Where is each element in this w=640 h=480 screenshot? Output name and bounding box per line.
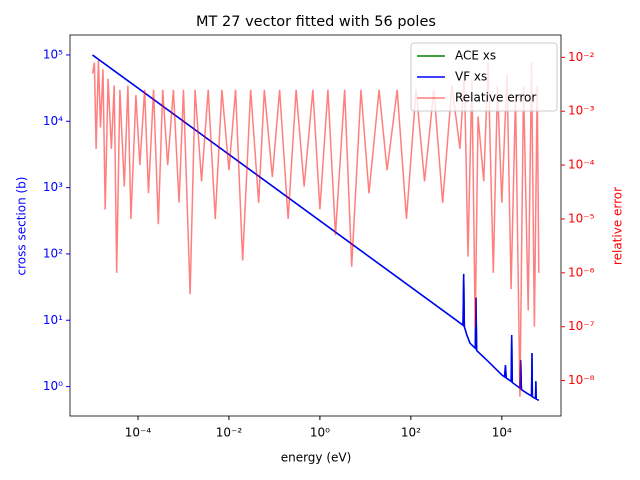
y2-tick-label: 10⁻⁷ [568,319,595,333]
y-tick-label: 10¹ [43,313,63,327]
legend-label: Relative error [455,91,536,105]
y-tick-label: 10⁵ [43,47,63,61]
y-tick-label: 10² [43,246,63,260]
x-tick-label: 10⁴ [492,426,512,440]
y-tick-label: 10⁰ [43,379,63,393]
data-line [92,54,540,402]
legend-label: VF xs [455,70,487,84]
y2-tick-label: 10⁻³ [568,104,595,118]
legend-box [410,42,558,112]
y2-tick-label: 10⁻⁴ [568,158,595,172]
legend-label: ACE xs [455,49,496,63]
y2-axis-label: relative error [611,187,625,265]
y2-tick-label: 10⁻⁸ [568,373,595,387]
x-tick-label: 10² [401,426,421,440]
y2-tick-label: 10⁻⁵ [568,211,595,225]
x-axis-label: energy (eV) [281,451,352,465]
y2-tick-label: 10⁻⁶ [568,265,595,279]
y-tick-label: 10³ [43,180,63,194]
x-tick-label: 10⁰ [310,426,330,440]
y2-tick-label: 10⁻² [568,50,595,64]
y-tick-label: 10⁴ [43,114,63,128]
chart-title: MT 27 vector fitted with 56 poles [196,14,436,30]
x-tick-label: 10⁻⁴ [125,426,152,440]
y-axis-label: cross section (b) [15,177,29,276]
plot-frame [69,34,562,417]
x-tick-label: 10⁻² [216,426,243,440]
